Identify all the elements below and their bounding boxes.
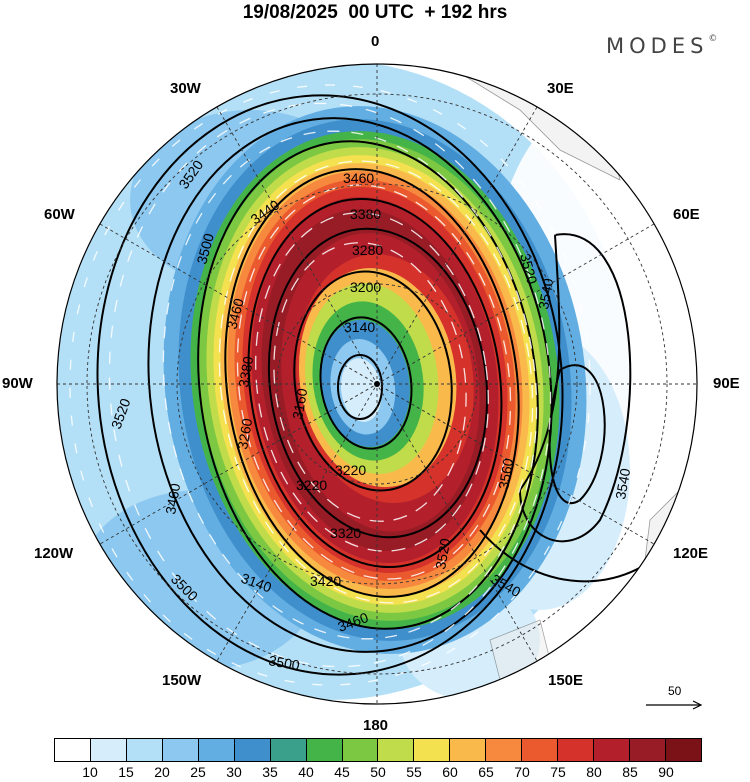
contour-label: 3520 xyxy=(432,537,453,571)
contour-label: 3520 xyxy=(517,252,541,286)
contour-label: 3460 xyxy=(223,296,247,330)
contour-label: 3560 xyxy=(495,457,516,491)
colorbar-segment xyxy=(198,739,235,761)
colorbar-segment xyxy=(594,739,630,761)
lon-label-150e: 150E xyxy=(548,672,584,689)
colorbar-segment xyxy=(342,739,379,761)
contour-label: 3220 xyxy=(296,477,327,493)
colorbar-tick-label: 50 xyxy=(370,764,386,780)
brand-logo: MODES© xyxy=(606,34,717,58)
lon-label-90w: 90W xyxy=(2,375,33,392)
colorbar-segment xyxy=(234,739,271,761)
colorbar-tick-label: 15 xyxy=(118,764,134,780)
lon-label-0: 0 xyxy=(371,33,380,50)
contour-label: 3460 xyxy=(162,482,183,516)
contour-label: 3280 xyxy=(352,242,383,258)
colorbar-segment xyxy=(630,739,666,761)
lon-label-30w: 30W xyxy=(170,80,201,97)
colorbar-segment xyxy=(126,739,163,761)
colorbar-segment xyxy=(414,739,451,761)
colorbar-tick-label: 85 xyxy=(622,764,638,780)
colorbar-tick-label: 45 xyxy=(334,764,350,780)
lon-label-120e: 120E xyxy=(673,545,709,562)
colorbar-segment xyxy=(522,739,559,761)
lon-label-120w: 120W xyxy=(34,545,74,562)
contour-label: 3380 xyxy=(350,206,381,222)
colorbar-segment xyxy=(306,739,343,761)
colorbar-tick-label: 10 xyxy=(82,764,98,780)
lon-label-60w: 60W xyxy=(44,206,75,223)
map-title: 19/08/2025 00 UTC + 192 hrs xyxy=(242,2,508,23)
lon-label-30e: 30E xyxy=(547,80,574,97)
colorbar-segment xyxy=(450,739,487,761)
colorbar-segment xyxy=(55,739,91,761)
contour-label: 3460 xyxy=(343,170,374,186)
lon-label-90e: 90E xyxy=(713,375,740,392)
brand-name: MODES xyxy=(606,34,709,58)
colorbar-tick-label: 25 xyxy=(190,764,206,780)
colorbar-tick-label: 70 xyxy=(514,764,530,780)
colorbar-tick-label: 30 xyxy=(226,764,242,780)
contour-label: 3260 xyxy=(234,417,255,451)
colorbar-segment xyxy=(162,739,199,761)
wind-vectors xyxy=(69,84,591,686)
colorbar-tick-label: 35 xyxy=(262,764,278,780)
map-border xyxy=(56,63,698,705)
lon-label-60e: 60E xyxy=(673,206,700,223)
colorbar-tick-label: 65 xyxy=(478,764,494,780)
jet-stream-bands xyxy=(163,106,587,654)
contour-label: 3500 xyxy=(267,652,301,673)
contour-label: 3200 xyxy=(350,279,381,295)
contour-label: 3420 xyxy=(310,573,341,589)
colorbar-tick-label: 40 xyxy=(298,764,314,780)
vector-reference-label: 50 xyxy=(668,684,682,698)
contour-label: 3140 xyxy=(344,319,375,335)
colorbar-tick-label: 80 xyxy=(586,764,602,780)
brand-mark: © xyxy=(708,34,718,44)
colorbar-tick-label: 55 xyxy=(406,764,422,780)
colorbar-segment xyxy=(558,739,595,761)
contour-label: 3540 xyxy=(612,467,633,501)
contour-label: 3540 xyxy=(535,277,556,311)
colorbar-segment xyxy=(486,739,523,761)
colorbar-tick-label: 75 xyxy=(550,764,566,780)
lon-label-180: 180 xyxy=(363,717,389,734)
contour-label: 3320 xyxy=(330,525,361,541)
contour-label: 3500 xyxy=(193,231,217,265)
colorbar-segment xyxy=(378,739,415,761)
lon-label-150w: 150W xyxy=(162,672,202,689)
pole-marker xyxy=(374,381,380,387)
contour-label: 3220 xyxy=(335,462,366,478)
vector-reference-arrow xyxy=(646,700,703,710)
colorbar xyxy=(54,738,702,762)
colorbar-tick-label: 60 xyxy=(442,764,458,780)
colorbar-tick-label: 20 xyxy=(154,764,170,780)
colorbar-segment xyxy=(90,739,127,761)
colorbar-tick-label: 90 xyxy=(658,764,674,780)
colorbar-segment xyxy=(270,739,307,761)
contour-label: 3380 xyxy=(235,355,256,389)
contour-label: 3160 xyxy=(289,387,310,421)
colorbar-segment xyxy=(665,739,701,761)
